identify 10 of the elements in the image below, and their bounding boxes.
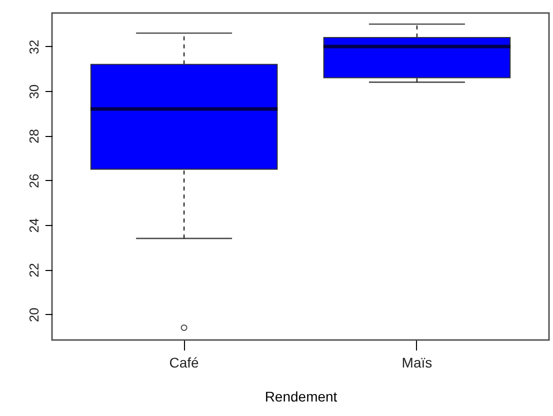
x-tick-label: Café xyxy=(169,354,200,370)
y-tick-label: 30 xyxy=(26,84,42,99)
y-tick-label: 28 xyxy=(26,129,42,144)
y-tick-label: 26 xyxy=(26,174,42,188)
y-tick-label: 24 xyxy=(26,218,42,233)
x-tick-label: Maïs xyxy=(402,354,432,370)
y-tick-label: 32 xyxy=(26,40,42,54)
y-tick-label: 20 xyxy=(26,308,42,322)
x-axis-title: Rendement xyxy=(264,388,338,404)
y-tick-label: 22 xyxy=(26,262,42,278)
